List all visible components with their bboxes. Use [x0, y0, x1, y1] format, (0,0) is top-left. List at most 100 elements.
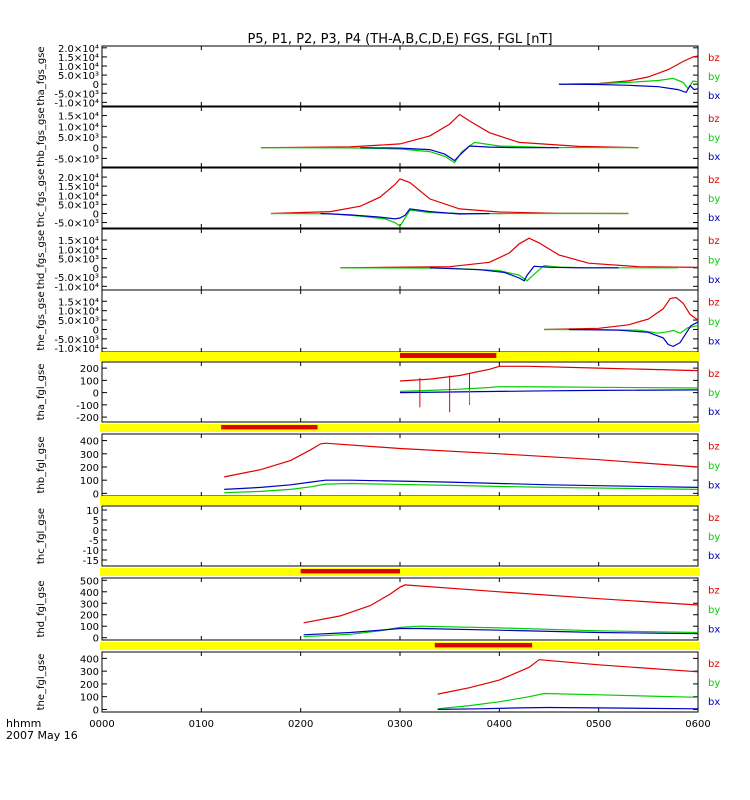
y-tick-label: 1.0×10⁴: [58, 62, 99, 73]
series-by-line: [340, 264, 679, 282]
x-tick-label: 0400: [487, 719, 512, 730]
y-tick-label: 0: [93, 209, 99, 220]
y-axis-label: thc_fgs_gse: [36, 169, 47, 228]
y-tick-label: 0: [93, 526, 99, 537]
x-tick-label: 0600: [685, 719, 710, 730]
plot-title: P5, P1, P2, P3, P4 (TH-A,B,C,D,E) FGS, F…: [247, 32, 552, 47]
y-tick-label: 100: [80, 376, 99, 387]
panel-frame: [101, 651, 699, 713]
panel-frame: [101, 433, 699, 497]
y-tick-label: 1.0×10⁴: [58, 245, 99, 256]
series-group: [340, 237, 698, 282]
series-bx-line: [320, 208, 490, 220]
y-tick-label: 300: [80, 667, 99, 678]
legend-bz: bz: [708, 585, 720, 596]
y-tick-label: 200: [80, 611, 99, 622]
y-tick-label: 5.0×10³: [58, 255, 99, 266]
legend-bx: bx: [708, 481, 720, 492]
legend-by: by: [708, 72, 720, 83]
y-tick-label: 0: [93, 325, 99, 336]
legend-by: by: [708, 532, 720, 543]
legend-by: by: [708, 388, 720, 399]
y-tick-label: -15: [83, 556, 99, 567]
legend-bx: bx: [708, 275, 720, 286]
y-tick-label: 1.5×10⁴: [58, 182, 99, 193]
status-bar-active: [434, 643, 533, 648]
series-bz-line: [340, 237, 698, 269]
y-tick-label: 0: [93, 80, 99, 91]
y-tick-label: -5.0×10³: [54, 89, 99, 100]
y-tick-label: 0: [93, 264, 99, 275]
series-by-line: [543, 325, 698, 334]
y-tick-label: 1.5×10⁴: [58, 297, 99, 308]
legend-bz: bz: [708, 369, 720, 380]
status-bar-active: [221, 425, 318, 430]
y-tick-label: 300: [80, 599, 99, 610]
series-bz-line: [543, 296, 698, 331]
series-bx-line: [303, 627, 698, 636]
series-group: [437, 659, 698, 710]
y-axis-label: tha_fgl_gse: [36, 364, 47, 421]
legend-bz: bz: [708, 659, 720, 670]
y-axis-label: the_fgl_gse: [36, 654, 47, 711]
series-group: [260, 113, 639, 164]
y-tick-label: 5.0×10³: [58, 133, 99, 144]
y-tick-label: -1.0×10⁴: [54, 98, 99, 109]
y-tick-label: 0: [93, 705, 99, 716]
legend-by: by: [708, 256, 720, 267]
series-bx-line: [429, 265, 619, 282]
legend-bx: bx: [708, 91, 720, 102]
y-tick-label: 5.0×10³: [58, 71, 99, 82]
series-bx-line: [437, 706, 698, 710]
y-tick-label: 200: [80, 463, 99, 474]
series-group: [543, 296, 698, 348]
x-tick-label: 0500: [586, 719, 611, 730]
y-tick-label: 0: [93, 489, 99, 500]
y-tick-label: -1.0×10⁴: [54, 282, 99, 293]
series-by-line: [558, 77, 698, 90]
series-bx-line: [360, 145, 559, 162]
series-group: [399, 365, 698, 413]
series-bz-line: [224, 442, 698, 478]
panel-frame: [101, 45, 699, 107]
y-tick-label: 1.0×10⁴: [58, 191, 99, 202]
series-by-line: [224, 482, 698, 494]
legend-by: by: [708, 317, 720, 328]
y-tick-label: 5: [93, 516, 99, 527]
y-tick-label: -100: [76, 401, 99, 412]
y-axis-label: thb_fgs_gse: [36, 107, 47, 166]
legend-bz: bz: [708, 114, 720, 125]
series-by-line: [399, 386, 698, 392]
panel-frame: [101, 505, 699, 567]
series-bx-line: [399, 389, 698, 394]
series-bx-line: [568, 321, 698, 348]
y-axis-label: thb_fgl_gse: [36, 437, 47, 494]
status-bar: [100, 424, 700, 432]
series-group: [270, 178, 629, 228]
series-bz-line: [437, 659, 698, 695]
y-tick-label: 1.0×10⁴: [58, 307, 99, 318]
x-tick-label: 0200: [288, 719, 313, 730]
y-tick-label: 100: [80, 476, 99, 487]
y-tick-label: 2.0×10⁴: [58, 173, 99, 184]
y-tick-label: 5.0×10³: [58, 200, 99, 211]
panel-frame: [101, 167, 699, 229]
y-tick-label: -5.0×10³: [54, 273, 99, 284]
series-bz-line: [303, 584, 698, 624]
y-tick-label: -200: [76, 413, 99, 424]
y-tick-label: 0: [93, 389, 99, 400]
x-axis: 0000 0100 0200 0300 0400 0500 0600: [89, 719, 710, 730]
panel-frame: [101, 289, 699, 353]
legend-bx: bx: [708, 625, 720, 636]
date-label: 2007 May 16: [6, 729, 78, 742]
series-group: [303, 584, 698, 638]
x-axis-name: hhmm: [6, 717, 41, 730]
panel-tha_fgs_gse: 2.0×10⁴1.5×10⁴1.0×10⁴5.0×10³0-5.0×10³-1.…: [36, 44, 720, 110]
series-bx-line: [224, 479, 698, 490]
series-bz-line: [260, 113, 639, 149]
legend-bx: bx: [708, 337, 720, 348]
